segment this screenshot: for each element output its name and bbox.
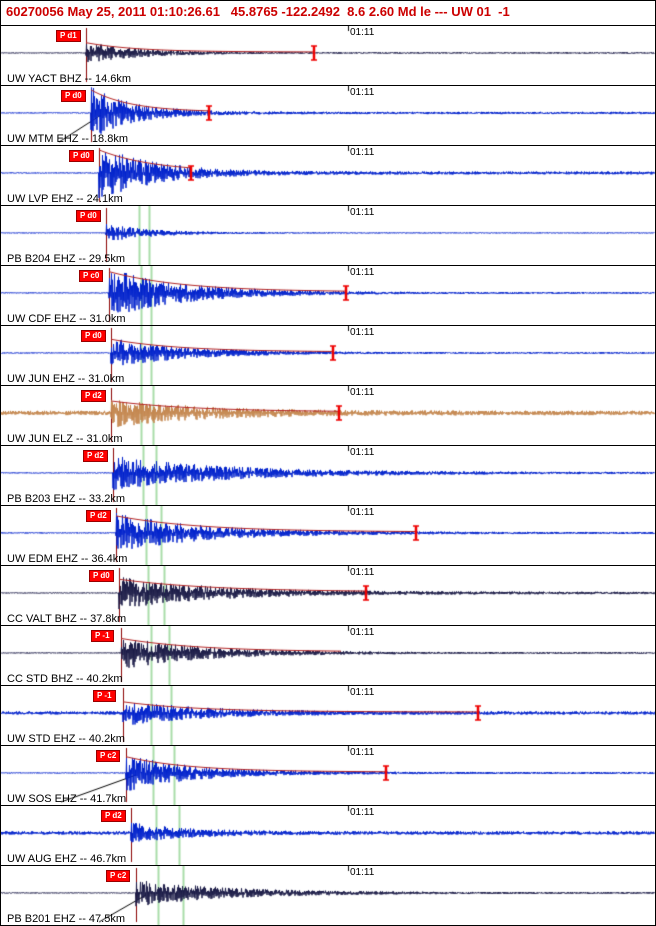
station-label: UW SOS EHZ -- 41.7km bbox=[7, 793, 127, 805]
station-label: UW LVP EHZ -- 24.1km bbox=[7, 193, 123, 205]
station-label: PB B203 EHZ -- 33.2km bbox=[7, 493, 125, 505]
waveform-canvas[interactable] bbox=[1, 266, 655, 325]
pick-flag[interactable]: P d0 bbox=[69, 150, 94, 162]
station-label: UW STD EHZ -- 40.2km bbox=[7, 733, 125, 745]
time-label: 01:11 bbox=[350, 747, 375, 758]
pick-flag[interactable]: P d0 bbox=[61, 90, 86, 102]
pick-flag[interactable]: P d0 bbox=[76, 210, 101, 222]
pick-flag[interactable]: P c0 bbox=[79, 270, 104, 282]
trace-panel: P d2 01:11 UW EDM EHZ -- 36.4km bbox=[1, 505, 655, 565]
pick-flag[interactable]: P c2 bbox=[106, 870, 131, 882]
trace-panel: P c2 01:11 PB B201 EHZ -- 47.5km bbox=[1, 865, 655, 925]
waveform-canvas[interactable] bbox=[1, 326, 655, 385]
station-label: PB B201 EHZ -- 47.5km bbox=[7, 913, 125, 925]
station-label: UW JUN ELZ -- 31.0km bbox=[7, 433, 123, 445]
pick-flag[interactable]: P d2 bbox=[101, 810, 126, 822]
time-label: 01:11 bbox=[350, 327, 375, 338]
time-label: 01:11 bbox=[350, 207, 375, 218]
trace-panel: P -1 01:11 CC STD BHZ -- 40.2km bbox=[1, 625, 655, 685]
pick-flag[interactable]: P d2 bbox=[81, 390, 106, 402]
pick-flag[interactable]: P d2 bbox=[83, 450, 108, 462]
trace-panel: P -1 01:11 UW STD EHZ -- 40.2km bbox=[1, 685, 655, 745]
time-label: 01:11 bbox=[350, 507, 375, 518]
event-header: 60270056 May 25, 2011 01:10:26.61 45.876… bbox=[1, 1, 655, 25]
pick-flag[interactable]: P d0 bbox=[89, 570, 114, 582]
trace-panel: P d2 01:11 UW AUG EHZ -- 46.7km bbox=[1, 805, 655, 865]
trace-panel: P d0 01:11 UW JUN EHZ -- 31.0km bbox=[1, 325, 655, 385]
waveform-canvas[interactable] bbox=[1, 446, 655, 505]
station-label: PB B204 EHZ -- 29.5km bbox=[7, 253, 125, 265]
station-label: CC STD BHZ -- 40.2km bbox=[7, 673, 123, 685]
time-label: 01:11 bbox=[350, 807, 375, 818]
time-label: 01:11 bbox=[350, 87, 375, 98]
time-label: 01:11 bbox=[350, 267, 375, 278]
time-label: 01:11 bbox=[350, 447, 375, 458]
station-label: UW JUN EHZ -- 31.0km bbox=[7, 373, 125, 385]
time-label: 01:11 bbox=[350, 567, 375, 578]
trace-panel-list: P d1 01:11 UW YACT BHZ -- 14.6km P d0 01… bbox=[1, 25, 655, 925]
trace-panel: P d2 01:11 PB B203 EHZ -- 33.2km bbox=[1, 445, 655, 505]
pick-flag[interactable]: P -1 bbox=[93, 690, 116, 702]
trace-panel: P c0 01:11 UW CDF EHZ -- 31.0km bbox=[1, 265, 655, 325]
station-label: UW CDF EHZ -- 31.0km bbox=[7, 313, 126, 325]
station-label: CC VALT BHZ -- 37.8km bbox=[7, 613, 127, 625]
station-label: UW MTM EHZ -- 18.8km bbox=[7, 133, 128, 145]
pick-flag[interactable]: P c2 bbox=[96, 750, 121, 762]
waveform-canvas[interactable] bbox=[1, 26, 655, 85]
station-label: UW AUG EHZ -- 46.7km bbox=[7, 853, 127, 865]
time-label: 01:11 bbox=[350, 27, 375, 38]
waveform-canvas[interactable] bbox=[1, 206, 655, 265]
trace-panel: P d0 01:11 PB B204 EHZ -- 29.5km bbox=[1, 205, 655, 265]
time-label: 01:11 bbox=[350, 387, 375, 398]
trace-panel: P c2 01:11 UW SOS EHZ -- 41.7km bbox=[1, 745, 655, 805]
time-label: 01:11 bbox=[350, 147, 375, 158]
trace-panel: P d1 01:11 UW YACT BHZ -- 14.6km bbox=[1, 25, 655, 85]
trace-panel: P d0 01:11 CC VALT BHZ -- 37.8km bbox=[1, 565, 655, 625]
waveform-canvas[interactable] bbox=[1, 386, 655, 445]
trace-panel: P d2 01:11 UW JUN ELZ -- 31.0km bbox=[1, 385, 655, 445]
time-label: 01:11 bbox=[350, 867, 375, 878]
pick-flag[interactable]: P d1 bbox=[56, 30, 81, 42]
pick-flag[interactable]: P d0 bbox=[81, 330, 106, 342]
station-label: UW EDM EHZ -- 36.4km bbox=[7, 553, 128, 565]
pick-flag[interactable]: P d2 bbox=[86, 510, 111, 522]
station-label: UW YACT BHZ -- 14.6km bbox=[7, 73, 132, 85]
time-label: 01:11 bbox=[350, 687, 375, 698]
trace-panel: P d0 01:11 UW LVP EHZ -- 24.1km bbox=[1, 145, 655, 205]
trace-panel: P d0 01:11 UW MTM EHZ -- 18.8km bbox=[1, 85, 655, 145]
time-label: 01:11 bbox=[350, 627, 375, 638]
pick-flag[interactable]: P -1 bbox=[91, 630, 114, 642]
waveform-canvas[interactable] bbox=[1, 86, 655, 145]
waveform-canvas[interactable] bbox=[1, 146, 655, 205]
